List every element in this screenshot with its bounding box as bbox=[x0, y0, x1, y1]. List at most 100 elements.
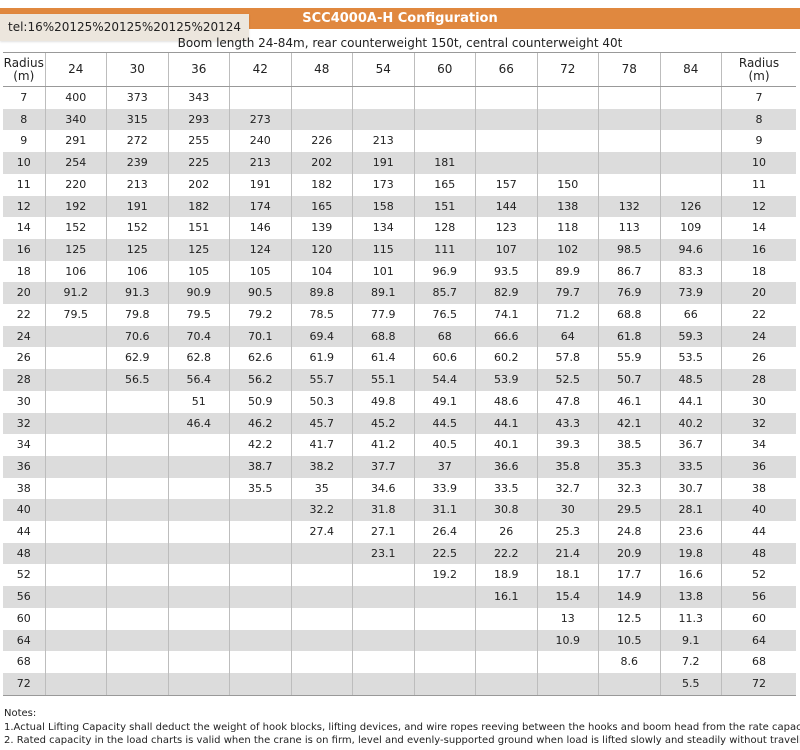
capacity-cell: 151 bbox=[167, 217, 230, 239]
capacity-cell bbox=[106, 390, 168, 413]
capacity-cell bbox=[44, 607, 107, 630]
radius-cell-right: 68 bbox=[721, 651, 796, 673]
capacity-cell bbox=[290, 586, 353, 608]
capacity-cell bbox=[44, 369, 107, 391]
capacity-cell bbox=[44, 542, 107, 565]
capacity-cell bbox=[598, 173, 660, 196]
capacity-cell bbox=[413, 108, 476, 131]
capacity-cell: 23.6 bbox=[659, 521, 722, 543]
radius-cell-right: 10 bbox=[721, 152, 796, 174]
capacity-cell: 31.1 bbox=[413, 499, 476, 522]
boom-length-header: 42 bbox=[229, 52, 291, 87]
radius-cell-left: 32 bbox=[3, 412, 45, 435]
table-row: 60 13 12.5 11.3 60 bbox=[3, 607, 796, 630]
capacity-cell: 53.9 bbox=[475, 369, 537, 391]
table-row: 38 35.5 35 34.6 33.9 33.5 32.7 32.3 30.7 38 bbox=[3, 477, 796, 500]
table-row: 16 125 125 125 124 120 115 111 107 102 98.5 94.6 16 bbox=[3, 238, 796, 261]
radius-cell-left: 38 bbox=[16, 481, 31, 495]
capacity-cell bbox=[290, 629, 353, 652]
capacity-cell: 181 bbox=[413, 152, 476, 174]
capacity-cell: 151 bbox=[413, 195, 476, 218]
capacity-cell: 40.5 bbox=[413, 434, 476, 456]
capacity-cell: 343 bbox=[167, 86, 230, 109]
capacity-cell: 77.9 bbox=[352, 304, 414, 326]
radius-cell-right: 12 bbox=[721, 195, 796, 218]
capacity-cell: 123 bbox=[475, 217, 537, 239]
capacity-cell: 43.3 bbox=[536, 412, 599, 435]
notes-heading: Notes: bbox=[4, 708, 37, 719]
capacity-cell bbox=[290, 542, 353, 565]
capacity-cell bbox=[167, 651, 230, 673]
capacity-cell: 70.1 bbox=[229, 325, 291, 348]
radius-cell-right: 36 bbox=[721, 455, 796, 478]
capacity-cell bbox=[106, 477, 168, 500]
capacity-cell: 33.9 bbox=[413, 477, 476, 500]
boom-length-header: 36 bbox=[167, 52, 230, 87]
capacity-cell: 51 bbox=[167, 390, 230, 413]
boom-length-header: 54 bbox=[352, 52, 414, 87]
radius-cell-right: 9 bbox=[721, 130, 796, 153]
capacity-cell: 23.1 bbox=[352, 542, 414, 565]
capacity-cell bbox=[44, 347, 107, 370]
capacity-cell: 62.8 bbox=[167, 347, 230, 370]
capacity-cell bbox=[44, 325, 107, 348]
capacity-cell: 93.5 bbox=[475, 260, 537, 283]
capacity-cell: 104 bbox=[290, 260, 353, 283]
table-row: 68 8.6 7.2 68 bbox=[3, 651, 796, 673]
capacity-cell: 34.6 bbox=[352, 477, 414, 500]
capacity-cell: 35.5 bbox=[229, 477, 291, 500]
capacity-cell: 293 bbox=[167, 108, 230, 131]
capacity-cell: 19.2 bbox=[413, 564, 476, 587]
capacity-cell bbox=[167, 564, 230, 587]
capacity-cell bbox=[475, 130, 537, 153]
capacity-cell: 109 bbox=[659, 217, 722, 239]
capacity-cell: 400 bbox=[44, 86, 107, 109]
capacity-cell bbox=[44, 651, 107, 673]
capacity-cell bbox=[598, 152, 660, 174]
capacity-cell: 50.7 bbox=[598, 369, 660, 391]
capacity-cell bbox=[44, 586, 107, 608]
radius-cell-left: 36 bbox=[3, 455, 45, 478]
capacity-cell: 139 bbox=[290, 217, 353, 239]
capacity-cell: 31.8 bbox=[352, 499, 414, 522]
table-row: 7 400 373 343 7 bbox=[3, 86, 796, 109]
note-item-2: 2. Rated capacity in the load charts is … bbox=[4, 735, 800, 746]
capacity-cell: 42.2 bbox=[229, 434, 291, 456]
capacity-cell: 10.5 bbox=[598, 629, 660, 652]
capacity-cell: 105 bbox=[229, 260, 291, 283]
capacity-cell bbox=[44, 434, 107, 456]
radius-cell-left: 18 bbox=[16, 264, 31, 278]
capacity-cell: 7.2 bbox=[659, 651, 722, 673]
capacity-cell: 13 bbox=[536, 607, 599, 630]
capacity-cell: 102 bbox=[536, 238, 599, 261]
table-row: 36 38.7 38.2 37.7 37 36.6 35.8 35.3 33.5 36 bbox=[3, 455, 796, 478]
capacity-cell: 152 bbox=[44, 217, 107, 239]
radius-cell-right: 52 bbox=[721, 564, 796, 587]
capacity-cell: 90.9 bbox=[167, 282, 230, 305]
capacity-cell: 96.9 bbox=[413, 260, 476, 283]
capacity-cell bbox=[106, 629, 168, 652]
radius-cell-left: 11 bbox=[16, 177, 31, 191]
capacity-cell bbox=[290, 564, 353, 587]
capacity-cell: 132 bbox=[598, 195, 660, 218]
capacity-cell: 340 bbox=[44, 108, 107, 131]
capacity-cell: 315 bbox=[106, 108, 168, 131]
table-row: 12 192 191 182 174 165 158 151 144 138 132 126 12 bbox=[3, 195, 796, 218]
capacity-cell: 56.5 bbox=[106, 369, 168, 391]
load-chart-table: Radius (m) 24 30 36 42 48 54 60 66 72 78 84 Radius (m)… bbox=[3, 52, 796, 696]
capacity-cell: 76.9 bbox=[598, 282, 660, 305]
capacity-cell: 26 bbox=[475, 521, 537, 543]
capacity-cell bbox=[352, 651, 414, 673]
radius-cell-right: 32 bbox=[721, 412, 796, 435]
capacity-cell: 45.7 bbox=[290, 412, 353, 435]
capacity-cell: 44.1 bbox=[475, 412, 537, 435]
radius-cell-right: 22 bbox=[721, 304, 796, 326]
capacity-cell: 46.4 bbox=[167, 412, 230, 435]
phone-link-overlay[interactable]: tel:16%20125%20125%20125%20124 bbox=[0, 14, 250, 41]
capacity-cell: 24.8 bbox=[598, 521, 660, 543]
capacity-cell: 226 bbox=[290, 130, 353, 153]
capacity-cell: 74.1 bbox=[475, 304, 537, 326]
boom-length-header: 66 bbox=[475, 52, 537, 87]
radius-cell-right: 44 bbox=[721, 521, 796, 543]
capacity-cell bbox=[44, 412, 107, 435]
